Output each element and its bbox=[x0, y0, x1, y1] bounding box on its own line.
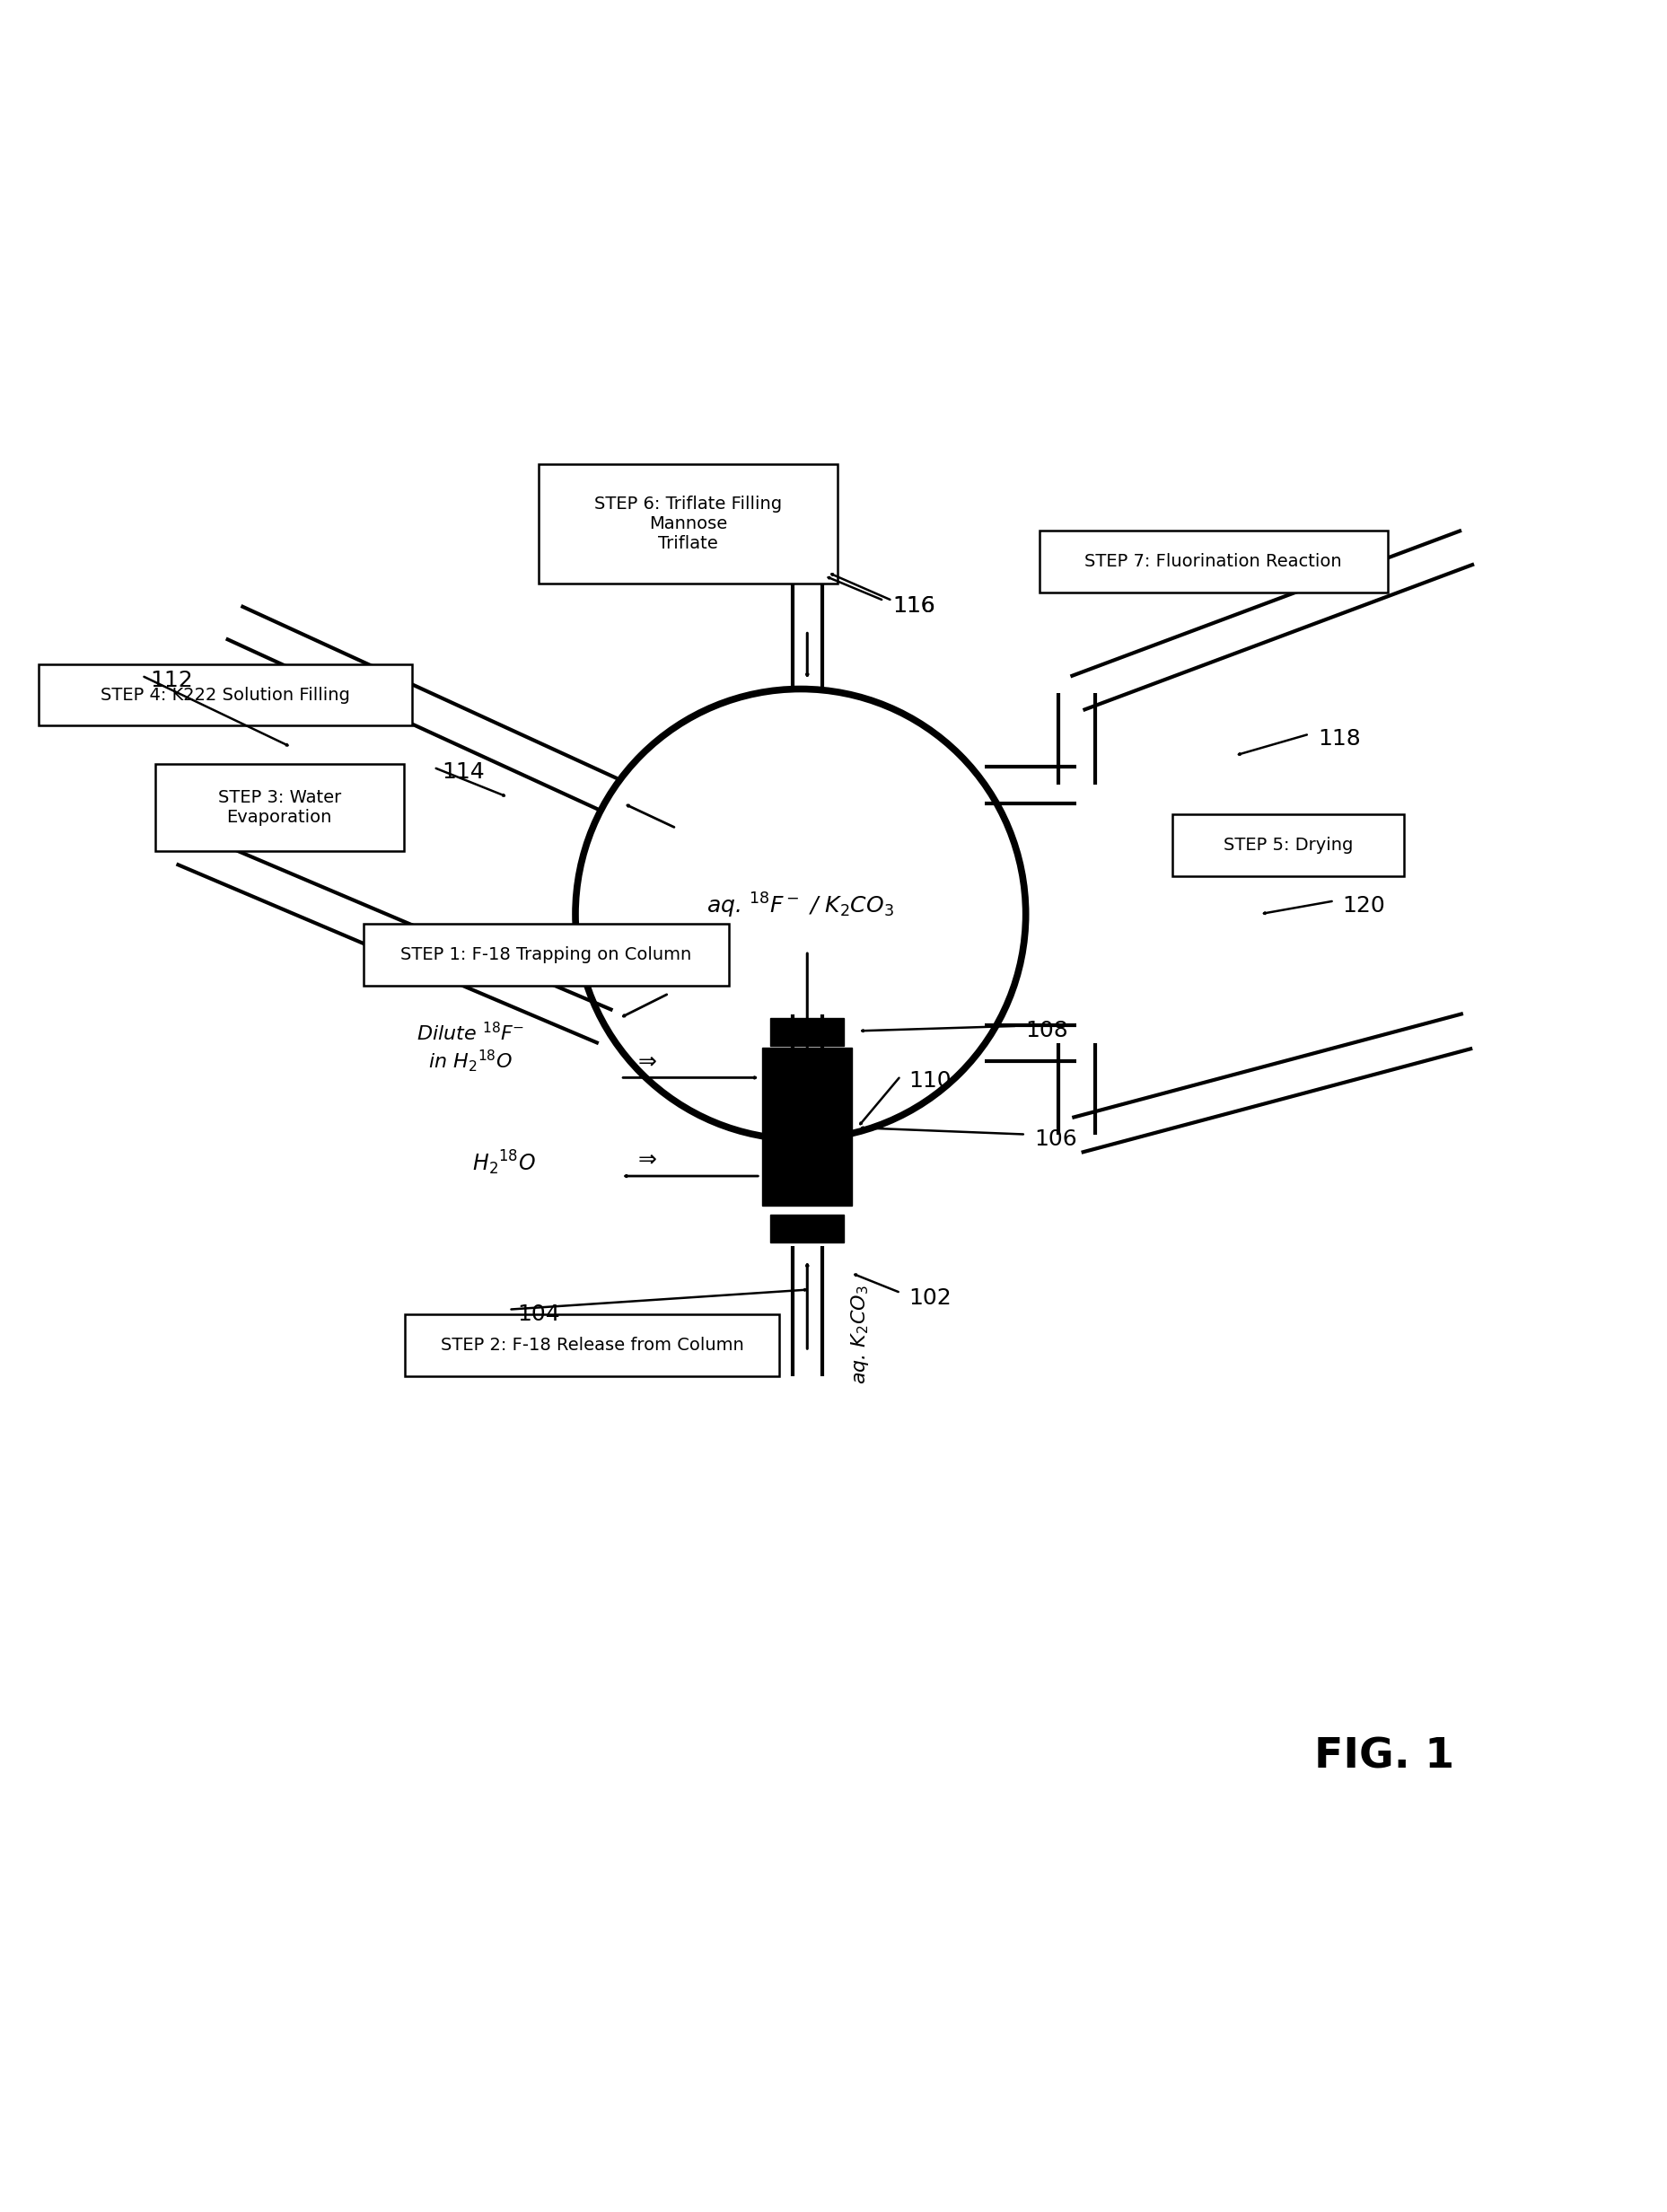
Text: 118: 118 bbox=[1317, 728, 1360, 750]
Text: K222  in
MeCN: K222 in MeCN bbox=[258, 779, 340, 816]
Bar bbox=[770, 1018, 844, 1046]
Text: $\Rightarrow$: $\Rightarrow$ bbox=[633, 1048, 657, 1071]
Text: $\Rightarrow$: $\Rightarrow$ bbox=[633, 1148, 657, 1170]
Text: STEP 7: Fluorination Reaction: STEP 7: Fluorination Reaction bbox=[1084, 553, 1342, 571]
Text: STEP 6: Triflate Filling
Mannose
Triflate: STEP 6: Triflate Filling Mannose Triflat… bbox=[593, 495, 782, 553]
Text: STEP 4: K222 Solution Filling: STEP 4: K222 Solution Filling bbox=[100, 686, 350, 703]
Text: 116: 116 bbox=[892, 595, 935, 617]
FancyBboxPatch shape bbox=[363, 925, 728, 987]
Bar bbox=[770, 1214, 844, 1243]
FancyBboxPatch shape bbox=[1172, 814, 1404, 876]
Text: STEP 1: F-18 Trapping on Column: STEP 1: F-18 Trapping on Column bbox=[400, 947, 692, 964]
Text: aq. $^{18}$F$^-$ / K$_2$CO$_3$: aq. $^{18}$F$^-$ / K$_2$CO$_3$ bbox=[707, 891, 894, 920]
Text: 114: 114 bbox=[442, 761, 485, 783]
Text: STEP 3: Water
Evaporation: STEP 3: Water Evaporation bbox=[218, 790, 340, 825]
FancyBboxPatch shape bbox=[538, 465, 837, 584]
Text: 120: 120 bbox=[1342, 896, 1385, 916]
Text: Dilute $^{18}$F$^{-}$
in H$_2$$^{18}$O: Dilute $^{18}$F$^{-}$ in H$_2$$^{18}$O bbox=[417, 1022, 523, 1073]
FancyBboxPatch shape bbox=[38, 664, 412, 726]
Text: STEP 2: F-18 Release from Column: STEP 2: F-18 Release from Column bbox=[440, 1336, 743, 1354]
FancyBboxPatch shape bbox=[1039, 531, 1387, 593]
Text: H$_2$$^{18}$O: H$_2$$^{18}$O bbox=[472, 1148, 535, 1177]
Text: 108: 108 bbox=[1025, 1020, 1069, 1042]
Text: FIG. 1: FIG. 1 bbox=[1314, 1736, 1454, 1776]
Bar bbox=[762, 1048, 852, 1206]
Text: 102: 102 bbox=[909, 1287, 952, 1310]
FancyBboxPatch shape bbox=[155, 763, 403, 852]
Text: 106: 106 bbox=[1034, 1128, 1077, 1150]
Text: 116: 116 bbox=[892, 595, 935, 617]
FancyBboxPatch shape bbox=[405, 1314, 778, 1376]
Text: 104: 104 bbox=[517, 1303, 560, 1325]
Text: STEP 5: Drying: STEP 5: Drying bbox=[1224, 836, 1352, 854]
Text: 110: 110 bbox=[909, 1071, 952, 1093]
Text: 112: 112 bbox=[150, 670, 193, 692]
Text: aq. K$_2$CO$_3$: aq. K$_2$CO$_3$ bbox=[849, 1285, 870, 1385]
